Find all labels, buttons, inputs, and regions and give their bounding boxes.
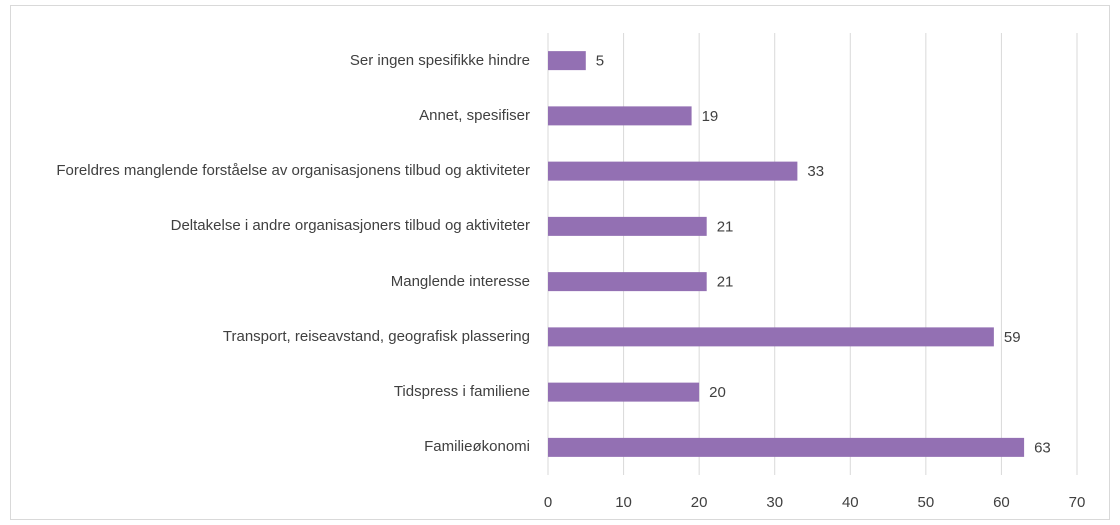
bar bbox=[548, 161, 798, 181]
bar bbox=[548, 51, 586, 71]
x-tick-label: 70 bbox=[1069, 494, 1086, 511]
data-label: 20 bbox=[709, 384, 726, 401]
y-tick-label: Foreldres manglende forståelse av organi… bbox=[56, 162, 530, 180]
data-label: 5 bbox=[596, 53, 604, 70]
x-tick-label: 60 bbox=[993, 494, 1010, 511]
bar bbox=[548, 272, 707, 292]
bar bbox=[548, 106, 692, 126]
y-tick-label: Transport, reiseavstand, geografisk plas… bbox=[222, 327, 530, 345]
bar bbox=[548, 216, 707, 236]
data-label: 63 bbox=[1034, 439, 1051, 456]
data-label: 33 bbox=[807, 163, 824, 180]
y-tick-label: Ser ingen spesifikke hindre bbox=[349, 51, 530, 69]
chart-frame bbox=[10, 5, 1110, 520]
bar bbox=[548, 437, 1025, 457]
y-tick-label: Familieøkonomi bbox=[424, 438, 530, 456]
data-label: 59 bbox=[1004, 329, 1021, 346]
x-tick-label: 0 bbox=[544, 494, 552, 511]
bar bbox=[548, 382, 700, 402]
bar bbox=[548, 327, 994, 347]
x-tick-label: 40 bbox=[842, 494, 859, 511]
data-label: 21 bbox=[717, 218, 734, 235]
x-tick-label: 10 bbox=[615, 494, 632, 511]
y-tick-label: Manglende interesse bbox=[390, 272, 530, 290]
y-tick-label: Tidspress i familiene bbox=[393, 383, 530, 401]
x-tick-label: 20 bbox=[691, 494, 708, 511]
y-tick-label: Deltakelse i andre organisasjoners tilbu… bbox=[170, 217, 530, 235]
x-tick-label: 30 bbox=[766, 494, 783, 511]
y-tick-label: Annet, spesifiser bbox=[419, 106, 530, 124]
data-label: 21 bbox=[717, 274, 734, 291]
data-label: 19 bbox=[702, 108, 719, 125]
x-tick-label: 50 bbox=[918, 494, 935, 511]
